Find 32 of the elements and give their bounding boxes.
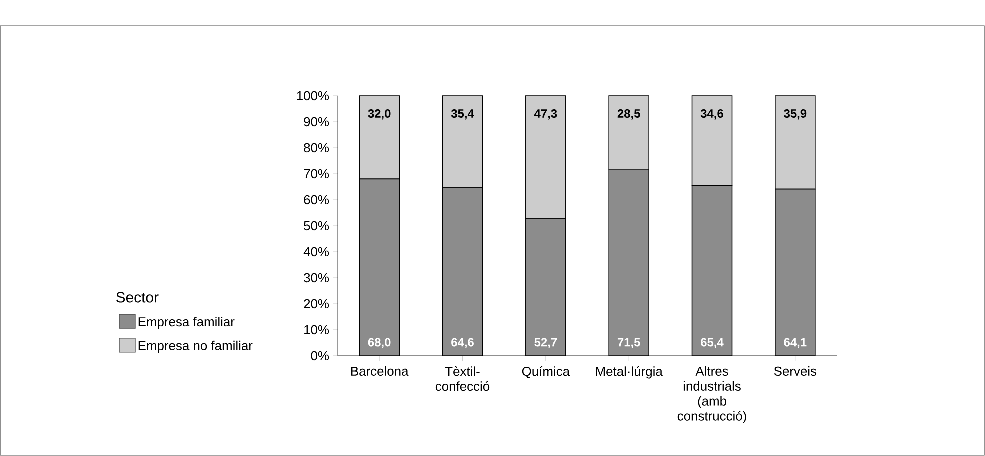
data-label: 52,7 xyxy=(534,338,558,348)
y-tick-label: 70% xyxy=(304,169,330,179)
data-label: 32,0 xyxy=(368,110,391,120)
x-tick-label: Tèxtil-confecció xyxy=(436,366,490,392)
y-tick-label: 100% xyxy=(297,91,330,101)
legend-title: Sector xyxy=(116,292,159,303)
legend-label: Empresa familiar xyxy=(138,317,235,330)
x-tick-label: Barcelona xyxy=(351,366,409,376)
y-tick-label: 90% xyxy=(304,117,330,127)
y-tick-label: 0% xyxy=(311,351,330,361)
x-tick-label: Altres industrials (amb construcció) xyxy=(678,366,746,424)
x-tick-label: Serveis xyxy=(774,366,817,376)
y-tick-label: 50% xyxy=(304,221,330,231)
data-label: 28,5 xyxy=(618,110,640,120)
y-tick-label: 80% xyxy=(304,143,330,153)
y-tick-label: 30% xyxy=(304,273,330,283)
x-tick-label: Metal·lúrgia xyxy=(596,366,663,379)
data-label: 65,4 xyxy=(701,338,724,348)
data-label: 64,1 xyxy=(784,338,807,348)
legend-label: Empresa no familiar xyxy=(138,340,253,353)
y-tick-label: 60% xyxy=(304,195,330,205)
data-label: 71,5 xyxy=(618,338,640,348)
y-tick-label: 10% xyxy=(304,325,330,335)
data-label: 35,9 xyxy=(784,110,807,120)
data-label: 35,4 xyxy=(451,110,474,120)
data-label: 68,0 xyxy=(368,338,391,348)
data-label: 47,3 xyxy=(534,110,558,120)
data-label: 64,6 xyxy=(452,338,474,348)
x-tick-label: Química xyxy=(522,366,570,378)
y-tick-label: 40% xyxy=(304,247,330,257)
data-label: 34,6 xyxy=(700,110,724,120)
y-tick-label: 20% xyxy=(304,299,330,309)
